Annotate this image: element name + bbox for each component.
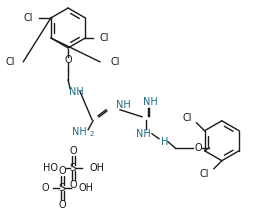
Text: S: S bbox=[59, 183, 65, 193]
Text: Cl: Cl bbox=[23, 13, 33, 23]
Text: OH: OH bbox=[89, 163, 104, 173]
Text: OH: OH bbox=[78, 183, 93, 193]
Text: NH: NH bbox=[143, 97, 157, 107]
Text: Cl: Cl bbox=[110, 57, 119, 67]
Text: NH: NH bbox=[136, 129, 150, 139]
Text: HO: HO bbox=[43, 163, 58, 173]
Text: Cl: Cl bbox=[199, 169, 209, 179]
Text: O: O bbox=[194, 143, 202, 153]
Text: 2: 2 bbox=[89, 131, 93, 137]
Text: O: O bbox=[58, 166, 66, 176]
Text: NH: NH bbox=[116, 100, 131, 110]
Text: O: O bbox=[64, 55, 72, 65]
Text: NH: NH bbox=[69, 87, 84, 97]
Text: O: O bbox=[41, 183, 49, 193]
Text: NH: NH bbox=[72, 127, 86, 137]
Text: H: H bbox=[161, 137, 169, 147]
Text: Cl: Cl bbox=[6, 57, 15, 67]
Text: Cl: Cl bbox=[182, 113, 192, 123]
Text: S: S bbox=[70, 163, 76, 173]
Text: O: O bbox=[69, 146, 77, 156]
Text: O: O bbox=[58, 200, 66, 210]
Text: Cl: Cl bbox=[99, 33, 109, 43]
Text: O: O bbox=[69, 180, 77, 190]
